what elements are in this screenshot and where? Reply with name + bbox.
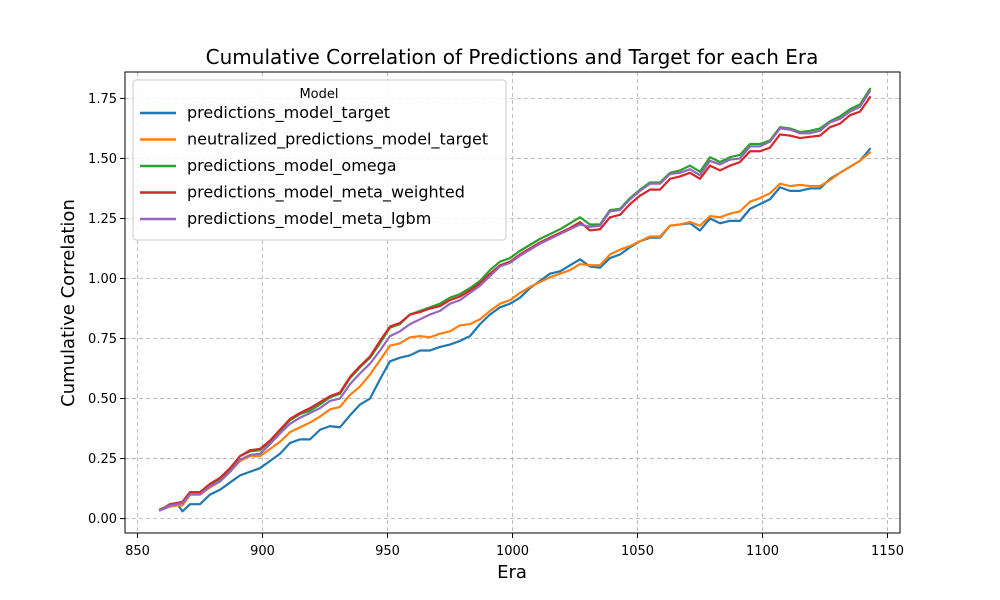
series-line-predictions-model-target <box>158 147 872 513</box>
legend-label: predictions_model_meta_weighted <box>187 183 465 203</box>
legend-label: neutralized_predictions_model_target <box>187 130 488 150</box>
x-tick-label: 1050 <box>621 544 654 559</box>
legend-item: predictions_model_omega <box>140 156 397 176</box>
legend-label: predictions_model_target <box>187 103 390 123</box>
legend-label: predictions_model_omega <box>187 156 397 176</box>
y-tick-label: 1.00 <box>88 272 117 287</box>
x-tick-label: 950 <box>375 544 400 559</box>
y-axis-label: Cumulative Correlation <box>58 199 79 407</box>
legend-title: Model <box>299 87 338 102</box>
legend-items: predictions_model_target neutralized_pred… <box>140 103 488 229</box>
chart-title: Cumulative Correlation of Predictions an… <box>206 45 819 69</box>
y-tick-label: 0.50 <box>88 392 117 407</box>
legend-item: predictions_model_meta_lgbm <box>140 209 431 229</box>
x-tick-label: 1100 <box>746 544 779 559</box>
x-tick-label: 850 <box>125 544 150 559</box>
x-tick-label: 900 <box>250 544 275 559</box>
y-tick-label: 1.50 <box>88 152 117 167</box>
x-axis-label: Era <box>497 562 527 583</box>
x-tick-label: 1150 <box>871 544 904 559</box>
legend-label: predictions_model_meta_lgbm <box>187 209 431 229</box>
legend-box <box>132 79 507 241</box>
series-line-neutralized-predictions-model-target <box>158 151 872 511</box>
legend: Model predictions_model_target neutralize… <box>132 79 507 241</box>
legend-item: predictions_model_target <box>140 103 390 123</box>
y-axis-ticks: 0.00 0.25 0.50 0.75 1.00 1.25 1.50 1.75 <box>88 92 125 527</box>
legend-item: neutralized_predictions_model_target <box>140 130 488 150</box>
y-tick-label: 0.00 <box>88 512 117 527</box>
y-tick-label: 0.75 <box>88 332 117 347</box>
x-axis-ticks: 850 900 950 1000 1050 1100 1150 <box>125 533 904 559</box>
x-tick-label: 1000 <box>496 544 529 559</box>
y-tick-label: 1.25 <box>88 212 117 227</box>
data-series <box>158 87 872 513</box>
y-tick-label: 1.75 <box>88 92 117 107</box>
y-tick-label: 0.25 <box>88 452 117 467</box>
series-line-predictions-model-meta-lgbm <box>158 90 872 512</box>
legend-item: predictions_model_meta_weighted <box>140 183 465 203</box>
